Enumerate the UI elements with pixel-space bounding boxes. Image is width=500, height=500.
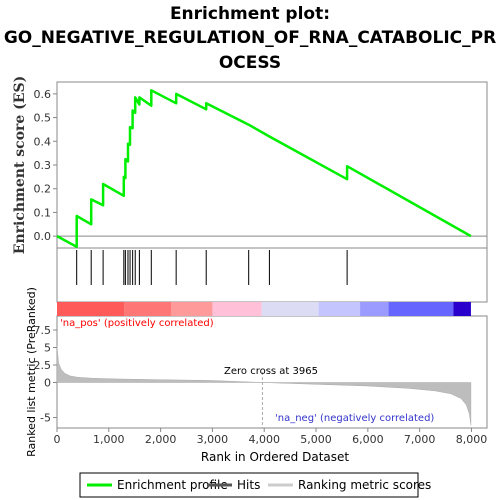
es-y-tick-label: 0.4: [34, 135, 52, 148]
title-line-2: GO_NEGATIVE_REGULATION_OF_RNA_CATABOLIC_…: [4, 28, 496, 48]
ranked-y-tick-label: 0: [44, 377, 51, 390]
enrichment-profile-line: [56, 89, 472, 249]
heatmap-segment: [360, 302, 389, 316]
title-line-3: OCESS: [219, 53, 281, 73]
es-y-tick-label: 0.3: [34, 159, 52, 172]
heatmap-segment: [57, 302, 125, 316]
ranked-y-tick-label: -5: [40, 412, 51, 425]
es-panel-frame: [56, 81, 488, 249]
heatmap-segment: [318, 302, 361, 316]
x-tick-label: 7,000: [404, 433, 436, 446]
legend-box: [79, 472, 419, 498]
x-tick-label: 2,000: [145, 433, 177, 446]
ranked-y-tick-label: 5: [44, 342, 51, 355]
es-y-axis-label: Enrichment score (ES): [12, 76, 28, 254]
pos-correlated-label: 'na_pos' (positively correlated): [60, 318, 214, 329]
neg-correlated-label: 'na_neg' (negatively correlated): [275, 413, 434, 424]
title-line-1: Enrichment plot:: [170, 4, 330, 24]
heatmap-segment: [170, 302, 213, 316]
x-tick-label: 4,000: [248, 433, 280, 446]
x-tick-label: 5,000: [300, 433, 332, 446]
rank-heatmap-bar: [57, 302, 471, 316]
heatmap-segment: [388, 302, 454, 316]
hits-panel-frame: [56, 247, 488, 303]
ranked-y-tick-label: 2.5: [34, 359, 52, 372]
x-tick-label: 8,000: [456, 433, 488, 446]
legend-metric-label: Ranking metric scores: [298, 478, 431, 492]
ranked-metric-panel: 7.552.50-50 1,000 2,000 3,000 4,000 5,000 6,00…: [34, 324, 488, 446]
ranked-panel-frame: [56, 315, 488, 429]
es-y-tick-label: 0.0: [34, 230, 52, 243]
x-tick-label: 1,000: [93, 433, 125, 446]
es-y-tick-label: 0.6: [34, 88, 52, 101]
es-y-tick-label: 0.1: [34, 206, 52, 219]
es-y-tick-label: 0.5: [34, 112, 52, 125]
heatmap-segment: [453, 302, 471, 316]
ranked-y-axis-label: Ranked list metric (PreRanked): [25, 287, 38, 457]
legend-hits-label: Hits: [237, 478, 260, 492]
es-y-tick-label: 0.2: [34, 183, 52, 196]
heatmap-segment: [261, 302, 319, 316]
x-tick-label: 0: [54, 433, 61, 446]
hits-panel: [76, 250, 348, 285]
x-axis-label: Rank in Ordered Dataset: [201, 450, 349, 464]
legend-profile-label: Enrichment profile: [117, 478, 228, 492]
heatmap-segment: [212, 302, 262, 316]
heatmap-segment: [124, 302, 171, 316]
zero-cross-label: Zero cross at 3965: [224, 366, 318, 377]
ranked-y-tick-label: 7.5: [34, 324, 52, 337]
x-tick-label: 6,000: [352, 433, 384, 446]
es-panel: 0.0 0.1 0.2 0.3 0.4 0.5 0.6: [34, 88, 487, 249]
x-tick-label: 3,000: [197, 433, 229, 446]
